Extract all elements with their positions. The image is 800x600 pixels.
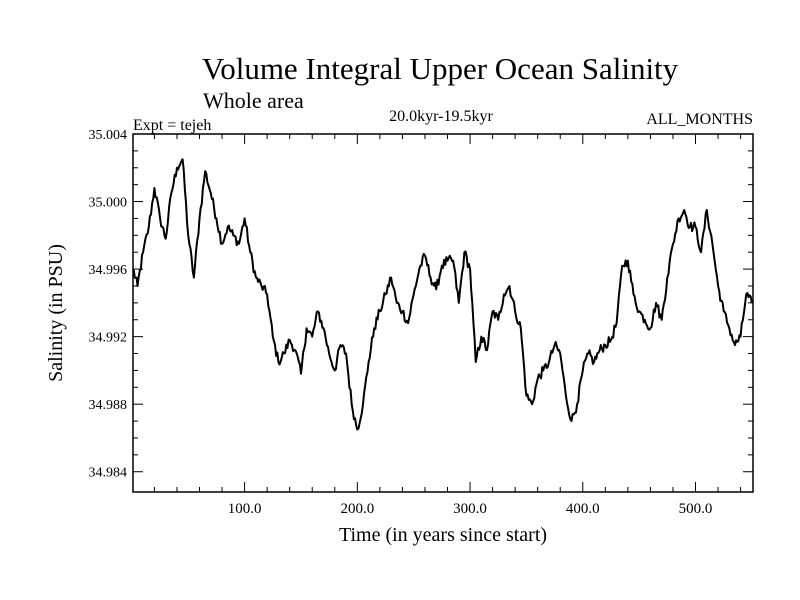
x-axis-ticks: 100.0 200.0 300.0 400.0 500.0 xyxy=(153,134,742,517)
x-tick-label: 200.0 xyxy=(340,501,374,517)
y-tick-label: 34.996 xyxy=(89,263,128,278)
x-tick-label: 100.0 xyxy=(228,501,262,517)
chart-subtitle: Whole area xyxy=(203,88,304,113)
x-tick-label: 400.0 xyxy=(566,501,600,517)
months-label: ALL_MONTHS xyxy=(646,111,753,128)
x-axis-label: Time (in years since start) xyxy=(339,524,547,546)
y-axis-ticks: 34.984 34.988 34.992 34.996 35.000 35.004 xyxy=(89,128,753,481)
y-tick-label: 35.000 xyxy=(89,196,128,211)
chart-title: Volume Integral Upper Ocean Salinity xyxy=(202,51,679,86)
x-tick-label: 300.0 xyxy=(453,501,487,517)
y-tick-label: 35.004 xyxy=(89,128,128,143)
y-axis-label: Salinity (in PSU) xyxy=(45,244,67,382)
experiment-label: Expt = tejeh xyxy=(133,117,211,134)
y-tick-label: 34.984 xyxy=(89,466,128,481)
y-tick-label: 34.988 xyxy=(89,398,128,413)
salinity-series-line xyxy=(132,158,753,431)
plot-frame xyxy=(132,133,754,493)
y-tick-label: 34.992 xyxy=(89,331,128,346)
x-tick-label: 500.0 xyxy=(679,501,713,517)
period-label: 20.0kyr-19.5kyr xyxy=(389,108,493,125)
